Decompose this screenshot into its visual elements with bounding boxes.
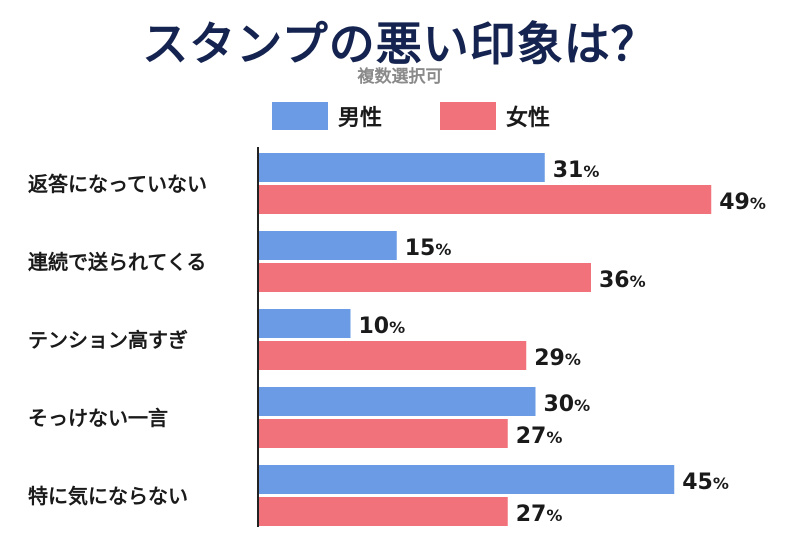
bar-male bbox=[258, 231, 397, 260]
bar-male bbox=[258, 387, 536, 416]
bar-male bbox=[258, 153, 545, 182]
legend-swatch-male bbox=[272, 102, 328, 130]
data-label: 27% bbox=[516, 424, 563, 449]
bar-female bbox=[258, 263, 591, 292]
data-label: 10% bbox=[359, 314, 406, 339]
category-label: そっけない一言 bbox=[28, 406, 168, 430]
data-label: 36% bbox=[599, 268, 646, 293]
legend-item-female: 女性 bbox=[440, 100, 550, 132]
legend-item-male: 男性 bbox=[272, 100, 382, 132]
bar-male bbox=[258, 465, 675, 494]
data-label: 27% bbox=[516, 502, 563, 527]
data-label: 45% bbox=[682, 470, 729, 495]
data-label: 30% bbox=[544, 392, 591, 417]
bar-female bbox=[258, 185, 712, 214]
data-label: 49% bbox=[719, 190, 766, 215]
category-label: テンション高すぎ bbox=[28, 328, 188, 352]
chart-title: スタンプの悪い印象は？ bbox=[142, 17, 658, 71]
data-label: 29% bbox=[534, 346, 581, 371]
legend-label-male: 男性 bbox=[338, 106, 383, 131]
category-label: 返答になっていない bbox=[28, 172, 207, 196]
legend-swatch-female bbox=[440, 102, 496, 130]
bar-female bbox=[258, 419, 508, 448]
bar-female bbox=[258, 341, 527, 370]
category-label: 特に気にならない bbox=[28, 484, 188, 508]
data-label: 31% bbox=[553, 158, 600, 183]
chart-subtitle: 複数選択可 bbox=[357, 67, 443, 87]
bar-female bbox=[258, 497, 508, 526]
data-label: 15% bbox=[405, 236, 452, 261]
bar-male bbox=[258, 309, 351, 338]
legend-label-female: 女性 bbox=[506, 106, 551, 131]
category-label: 連続で送られてくる bbox=[28, 250, 206, 274]
